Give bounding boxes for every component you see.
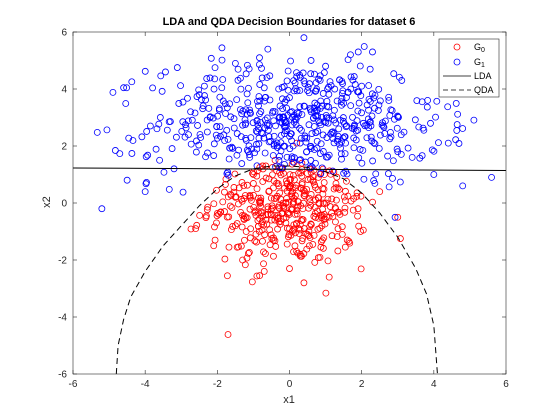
y-tick-label: 4	[61, 85, 67, 96]
x-tick-label: 4	[431, 379, 437, 390]
legend-g0-name: G	[474, 42, 481, 52]
legend-g0-subscript: 0	[481, 47, 485, 54]
legend-label-qda: QDA	[474, 85, 494, 95]
x-tick-label: 6	[503, 379, 509, 390]
x-tick-label: -2	[213, 379, 222, 390]
x-axis-label: x1	[283, 394, 295, 406]
legend-g1-name: G	[474, 57, 481, 67]
legend-g1-subscript: 1	[481, 62, 485, 69]
y-tick-label: 2	[61, 142, 67, 153]
x-tick-label: -4	[141, 379, 150, 390]
y-tick-label: -2	[58, 256, 67, 267]
x-tick-label: 2	[359, 379, 365, 390]
legend-label-lda: LDA	[474, 71, 492, 81]
legend: G0 G1 LDA QDA	[439, 39, 499, 97]
x-tick-label: 0	[287, 379, 293, 390]
y-tick-label: -6	[58, 370, 67, 381]
y-tick-label: 6	[61, 28, 67, 39]
x-tick-label: -6	[69, 379, 78, 390]
y-tick-label: 0	[61, 199, 67, 210]
y-axis-label: x2	[41, 196, 53, 208]
chart-title: LDA and QDA Decision Boundaries for data…	[163, 16, 416, 28]
y-tick-label: -4	[58, 313, 67, 324]
